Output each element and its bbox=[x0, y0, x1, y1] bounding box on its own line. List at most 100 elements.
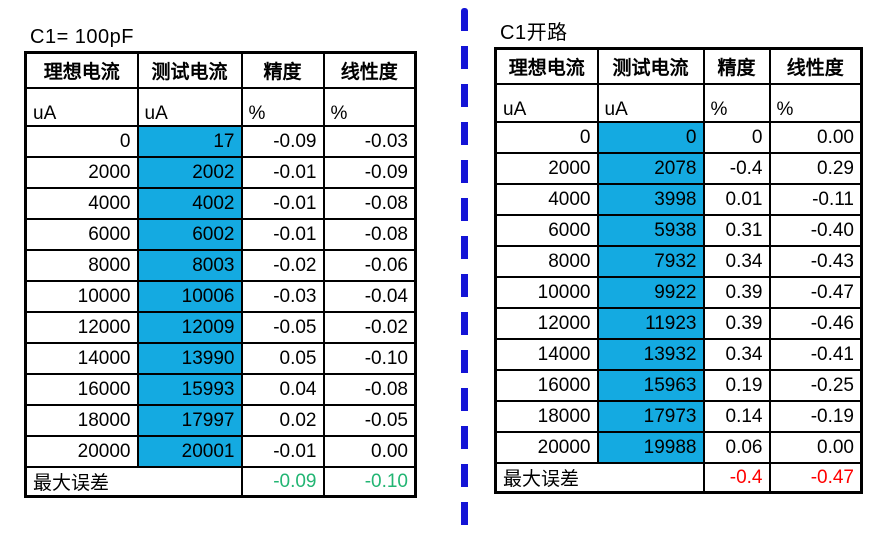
cell-ideal[interactable]: 14000 bbox=[494, 338, 599, 371]
cell-ideal[interactable]: 16000 bbox=[24, 373, 139, 406]
cell-precision[interactable]: -0.01 bbox=[240, 187, 325, 220]
cell-precision[interactable]: 0.06 bbox=[702, 431, 771, 464]
cell-test[interactable]: 8003 bbox=[136, 249, 243, 282]
cell-test[interactable]: 17973 bbox=[596, 400, 705, 433]
cell-test[interactable]: 11923 bbox=[596, 307, 705, 340]
cell-precision[interactable]: 0.05 bbox=[240, 342, 325, 375]
cell-ideal[interactable]: 8000 bbox=[24, 249, 139, 282]
cell-linearity[interactable]: -0.08 bbox=[322, 373, 417, 406]
cell-test[interactable]: 13990 bbox=[136, 342, 243, 375]
cell-test[interactable]: 13932 bbox=[596, 338, 705, 371]
cell-test[interactable]: 10006 bbox=[136, 280, 243, 313]
cell-test[interactable]: 3998 bbox=[596, 183, 705, 216]
cell-precision[interactable]: -0.01 bbox=[240, 435, 325, 468]
cell-linearity[interactable]: -0.08 bbox=[322, 187, 417, 220]
cell-ideal[interactable]: 6000 bbox=[494, 214, 599, 247]
unit-precision-pct[interactable]: % bbox=[702, 83, 771, 123]
cell-test[interactable]: 15963 bbox=[596, 369, 705, 402]
cell-test[interactable]: 17 bbox=[136, 125, 243, 158]
cell-linearity[interactable]: -0.02 bbox=[322, 311, 417, 344]
cell-test[interactable]: 19988 bbox=[596, 431, 705, 464]
cell-ideal[interactable]: 16000 bbox=[494, 369, 599, 402]
cell-test[interactable]: 2002 bbox=[136, 156, 243, 189]
cell-ideal[interactable]: 4000 bbox=[24, 187, 139, 220]
cell-linearity[interactable]: 0.00 bbox=[768, 431, 863, 464]
unit-ideal-ua[interactable]: uA bbox=[494, 83, 599, 123]
unit-linearity-pct[interactable]: % bbox=[768, 83, 863, 123]
max-error-precision[interactable]: -0.09 bbox=[240, 466, 325, 498]
unit-test-ua[interactable]: uA bbox=[136, 87, 243, 127]
col-header-test-current[interactable]: 测试电流 bbox=[136, 51, 243, 89]
cell-ideal[interactable]: 14000 bbox=[24, 342, 139, 375]
cell-precision[interactable]: -0.03 bbox=[240, 280, 325, 313]
col-header-ideal-current[interactable]: 理想电流 bbox=[494, 47, 599, 85]
cell-ideal[interactable]: 20000 bbox=[24, 435, 139, 468]
cell-precision[interactable]: -0.02 bbox=[240, 249, 325, 282]
cell-test[interactable]: 5938 bbox=[596, 214, 705, 247]
cell-linearity[interactable]: -0.10 bbox=[322, 342, 417, 375]
cell-test[interactable]: 0 bbox=[596, 121, 705, 154]
cell-precision[interactable]: 0.31 bbox=[702, 214, 771, 247]
cell-ideal[interactable]: 0 bbox=[24, 125, 139, 158]
cell-test[interactable]: 2078 bbox=[596, 152, 705, 185]
cell-precision[interactable]: -0.05 bbox=[240, 311, 325, 344]
cell-linearity[interactable]: -0.03 bbox=[322, 125, 417, 158]
cell-ideal[interactable]: 18000 bbox=[24, 404, 139, 437]
cell-ideal[interactable]: 6000 bbox=[24, 218, 139, 251]
max-error-linearity[interactable]: -0.10 bbox=[322, 466, 417, 498]
cell-linearity[interactable]: -0.47 bbox=[768, 276, 863, 309]
cell-test[interactable]: 12009 bbox=[136, 311, 243, 344]
col-header-linearity[interactable]: 线性度 bbox=[768, 47, 863, 85]
cell-precision[interactable]: 0.34 bbox=[702, 245, 771, 278]
cell-precision[interactable]: 0.02 bbox=[240, 404, 325, 437]
cell-ideal[interactable]: 12000 bbox=[24, 311, 139, 344]
cell-linearity[interactable]: -0.08 bbox=[322, 218, 417, 251]
cell-precision[interactable]: -0.09 bbox=[240, 125, 325, 158]
col-header-linearity[interactable]: 线性度 bbox=[322, 51, 417, 89]
col-header-precision[interactable]: 精度 bbox=[702, 47, 771, 85]
max-error-label[interactable]: 最大误差 bbox=[494, 462, 705, 494]
cell-linearity[interactable]: -0.09 bbox=[322, 156, 417, 189]
cell-ideal[interactable]: 2000 bbox=[494, 152, 599, 185]
cell-ideal[interactable]: 18000 bbox=[494, 400, 599, 433]
cell-ideal[interactable]: 2000 bbox=[24, 156, 139, 189]
cell-linearity[interactable]: -0.25 bbox=[768, 369, 863, 402]
cell-precision[interactable]: 0.04 bbox=[240, 373, 325, 406]
unit-test-ua[interactable]: uA bbox=[596, 83, 705, 123]
unit-ideal-ua[interactable]: uA bbox=[24, 87, 139, 127]
cell-precision[interactable]: 0 bbox=[702, 121, 771, 154]
cell-precision[interactable]: -0.01 bbox=[240, 218, 325, 251]
col-header-ideal-current[interactable]: 理想电流 bbox=[24, 51, 139, 89]
cell-ideal[interactable]: 8000 bbox=[494, 245, 599, 278]
cell-ideal[interactable]: 20000 bbox=[494, 431, 599, 464]
cell-precision[interactable]: 0.34 bbox=[702, 338, 771, 371]
cell-test[interactable]: 7932 bbox=[596, 245, 705, 278]
cell-precision[interactable]: 0.39 bbox=[702, 276, 771, 309]
cell-linearity[interactable]: -0.41 bbox=[768, 338, 863, 371]
cell-ideal[interactable]: 0 bbox=[494, 121, 599, 154]
max-error-linearity[interactable]: -0.47 bbox=[768, 462, 863, 494]
cell-linearity[interactable]: -0.46 bbox=[768, 307, 863, 340]
col-header-test-current[interactable]: 测试电流 bbox=[596, 47, 705, 85]
max-error-precision[interactable]: -0.4 bbox=[702, 462, 771, 494]
cell-linearity[interactable]: -0.06 bbox=[322, 249, 417, 282]
cell-linearity[interactable]: 0.00 bbox=[768, 121, 863, 154]
cell-precision[interactable]: 0.39 bbox=[702, 307, 771, 340]
cell-ideal[interactable]: 12000 bbox=[494, 307, 599, 340]
cell-test[interactable]: 6002 bbox=[136, 218, 243, 251]
cell-linearity[interactable]: 0.29 bbox=[768, 152, 863, 185]
cell-precision[interactable]: 0.19 bbox=[702, 369, 771, 402]
col-header-precision[interactable]: 精度 bbox=[240, 51, 325, 89]
cell-linearity[interactable]: -0.40 bbox=[768, 214, 863, 247]
cell-linearity[interactable]: -0.11 bbox=[768, 183, 863, 216]
cell-precision[interactable]: -0.4 bbox=[702, 152, 771, 185]
cell-test[interactable]: 4002 bbox=[136, 187, 243, 220]
cell-precision[interactable]: -0.01 bbox=[240, 156, 325, 189]
cell-linearity[interactable]: -0.05 bbox=[322, 404, 417, 437]
cell-test[interactable]: 15993 bbox=[136, 373, 243, 406]
cell-linearity[interactable]: -0.19 bbox=[768, 400, 863, 433]
cell-test[interactable]: 17997 bbox=[136, 404, 243, 437]
cell-test[interactable]: 20001 bbox=[136, 435, 243, 468]
unit-precision-pct[interactable]: % bbox=[240, 87, 325, 127]
cell-test[interactable]: 9922 bbox=[596, 276, 705, 309]
